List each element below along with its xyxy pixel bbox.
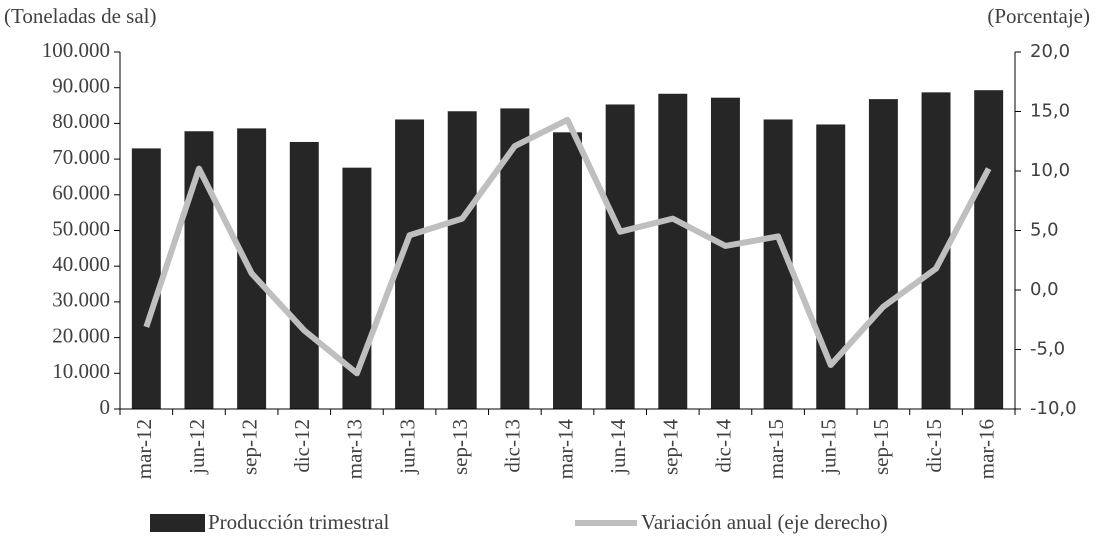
y2-tick-label: 20,0 — [1030, 41, 1070, 62]
y-tick-label: 0 — [100, 395, 111, 419]
y-tick-label: 60.000 — [52, 181, 110, 205]
x-tick-label: sep-14 — [659, 419, 683, 475]
y-tick-label: 10.000 — [52, 359, 110, 383]
legend-label: Producción trimestral — [208, 510, 390, 534]
x-tick-label: mar-12 — [132, 419, 156, 479]
y-tick-label: 70.000 — [52, 145, 110, 169]
y2-tick-label: 10,0 — [1030, 160, 1070, 181]
x-tick-label: dic-12 — [290, 419, 314, 473]
y-tick-label: 50.000 — [52, 216, 110, 240]
x-tick-label: sep-15 — [869, 419, 893, 475]
legend-swatch — [150, 514, 205, 532]
bar — [500, 108, 530, 409]
x-tick-label: mar-13 — [343, 419, 367, 479]
x-tick-label: sep-13 — [448, 419, 472, 475]
y2-tick-label: -10,0 — [1030, 398, 1077, 419]
y2-tick-label: -5,0 — [1030, 339, 1065, 360]
bar — [447, 111, 477, 410]
y-tick-label: 20.000 — [52, 323, 110, 347]
x-tick-label: jun-12 — [185, 419, 209, 475]
x-tick-label: dic-15 — [922, 419, 946, 473]
y2-tick-label: 5,0 — [1030, 220, 1059, 241]
bar — [289, 141, 319, 410]
bar — [605, 104, 635, 409]
x-tick-label: dic-13 — [501, 419, 525, 473]
x-tick-label: jun-13 — [395, 419, 419, 475]
bar — [131, 148, 161, 409]
bar — [658, 93, 688, 410]
legend-label: Variación anual (eje derecho) — [641, 510, 888, 534]
x-tick-label: jun-14 — [606, 419, 630, 475]
x-tick-label: mar-16 — [974, 419, 998, 479]
y2-axis-label: (Porcentaje) — [987, 4, 1090, 28]
bar — [868, 99, 898, 410]
y-tick-label: 80.000 — [52, 109, 110, 133]
x-tick-label: jun-15 — [817, 419, 841, 475]
y-tick-label: 90.000 — [52, 74, 110, 98]
x-tick-label: mar-15 — [764, 419, 788, 479]
y-tick-label: 40.000 — [52, 252, 110, 276]
line — [143, 116, 992, 377]
x-tick-label: dic-14 — [711, 419, 735, 473]
y-tick-label: 30.000 — [52, 288, 110, 312]
bar — [974, 90, 1004, 409]
y-axis-label: (Toneladas de sal) — [4, 4, 156, 28]
y2-tick-label: 15,0 — [1030, 101, 1070, 122]
bar — [710, 97, 740, 410]
x-tick-label: mar-14 — [553, 419, 577, 480]
y2-tick-label: 0,0 — [1030, 279, 1059, 300]
x-tick-label: sep-12 — [237, 419, 261, 475]
bar — [553, 132, 582, 409]
y-tick-label: 100.000 — [42, 38, 110, 62]
